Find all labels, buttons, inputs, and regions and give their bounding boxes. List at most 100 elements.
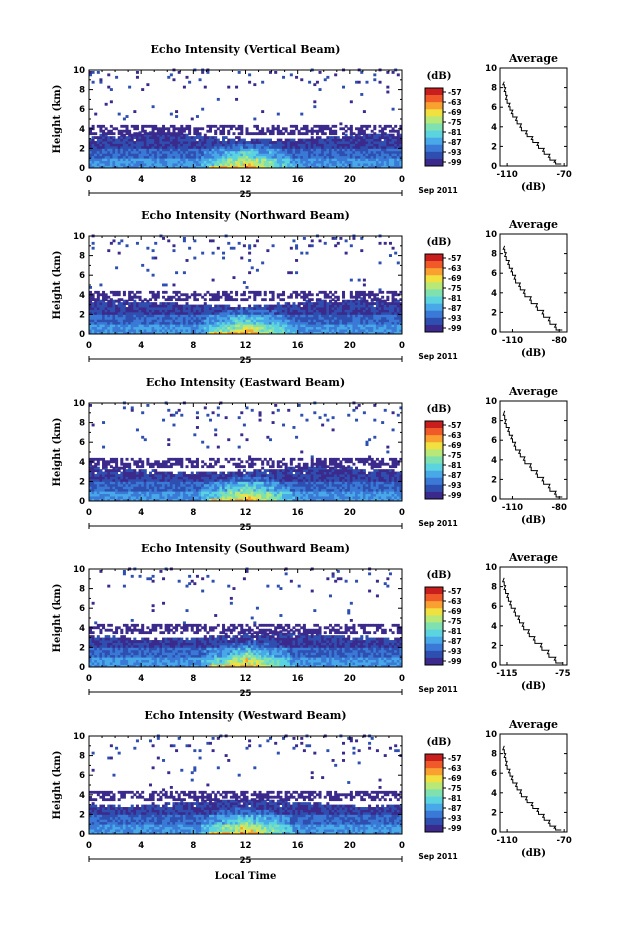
heatmap-cell (193, 307, 196, 310)
heatmap-cell (112, 151, 115, 154)
heatmap-cell (99, 472, 102, 475)
heatmap-cell (186, 136, 189, 139)
heatmap-cell (394, 153, 397, 156)
heatmap-cell (172, 132, 175, 135)
heatmap-cell (279, 132, 282, 135)
heatmap-cell (222, 132, 225, 135)
heatmap-cell (186, 127, 189, 130)
heatmap-cell (206, 491, 209, 494)
heatmap-cell (183, 86, 186, 89)
heatmap-cell (152, 146, 155, 149)
heatmap-cell (319, 127, 322, 130)
heatmap-cell (196, 148, 199, 151)
heatmap-cell (248, 329, 251, 332)
heatmap-cell (222, 329, 225, 332)
heatmap-cell (139, 465, 142, 468)
heatmap-cell (279, 153, 282, 156)
heatmap-cell (115, 474, 118, 477)
heatmap-cell (149, 161, 152, 164)
heatmap-cell (305, 312, 308, 315)
heatmap-cell (256, 141, 259, 144)
x-tick-label: 12 (240, 341, 252, 351)
heatmap-cell (188, 307, 191, 310)
heatmap-cell (342, 156, 345, 159)
heatmap-cell (290, 293, 293, 296)
heatmap-cell (172, 486, 175, 489)
heatmap-cell (141, 484, 144, 487)
heatmap-cell (149, 307, 152, 310)
heatmap-cell (248, 259, 251, 262)
heatmap-cell (180, 414, 183, 417)
heatmap-cell (305, 327, 308, 330)
profile-y-tick-label: 4 (491, 289, 497, 299)
heatmap-cell (259, 322, 262, 325)
heatmap-cell (352, 153, 355, 156)
heatmap-cell (376, 136, 379, 139)
heatmap-cell (102, 148, 105, 151)
heatmap-cell (282, 163, 285, 166)
heatmap-cell (175, 293, 178, 296)
heatmap-cell (381, 144, 384, 147)
colorbar-swatch (425, 254, 443, 261)
heatmap-cell (397, 307, 400, 310)
heatmap-cell (107, 484, 110, 487)
heatmap-cell (115, 324, 118, 327)
heatmap-cell (253, 317, 256, 320)
heatmap-cell (146, 125, 149, 128)
heatmap-cell (191, 494, 194, 497)
colorbar-swatch (425, 311, 443, 318)
heatmap-cell (274, 161, 277, 164)
heatmap-cell (329, 302, 332, 305)
heatmap-cell (162, 132, 165, 135)
heatmap-cell (141, 305, 144, 308)
heatmap-cell (144, 477, 147, 480)
heatmap-cell (334, 324, 337, 327)
heatmap-cell (212, 279, 215, 282)
heatmap-cell (139, 469, 142, 472)
heatmap-cell (136, 127, 139, 130)
heatmap-cell (222, 486, 225, 489)
heatmap-cell (324, 158, 327, 161)
heatmap-cell (152, 153, 155, 156)
heatmap-cell (316, 324, 319, 327)
heatmap-cell (290, 158, 293, 161)
heatmap-cell (261, 148, 264, 151)
heatmap-cell (110, 322, 113, 325)
heatmap-cell (110, 151, 113, 154)
heatmap-cell (292, 125, 295, 128)
heatmap-cell (170, 136, 173, 139)
heatmap-cell (126, 314, 129, 317)
heatmap-cell (332, 141, 335, 144)
heatmap-cell (230, 496, 233, 499)
heatmap-cell (266, 329, 269, 332)
heatmap-cell (92, 136, 95, 139)
heatmap-cell (199, 310, 202, 313)
heatmap-cell (389, 158, 392, 161)
heatmap-cell (394, 156, 397, 159)
heatmap-cell (246, 158, 249, 161)
panel-title: Echo Intensity (Eastward Beam) (146, 376, 345, 389)
heatmap-cell (141, 300, 144, 303)
heatmap-cell (321, 302, 324, 305)
heatmap-cell (253, 83, 256, 86)
heatmap-cell (285, 161, 288, 164)
heatmap-cell (373, 327, 376, 330)
heatmap-cell (274, 317, 277, 320)
heatmap-cell (332, 324, 335, 327)
heatmap-cell (358, 329, 361, 332)
heatmap-cell (227, 472, 230, 475)
heatmap-cell (214, 132, 217, 135)
heatmap-cell (287, 302, 290, 305)
heatmap-cell (204, 494, 207, 497)
heatmap-cell (287, 141, 290, 144)
heatmap-cell (285, 302, 288, 305)
heatmap-cell (248, 161, 251, 164)
heatmap-cell (373, 127, 376, 130)
heatmap-cell (261, 310, 264, 313)
heatmap-cell (97, 146, 100, 149)
heatmap-cell (376, 298, 379, 301)
heatmap-cell (339, 122, 342, 125)
heatmap-cell (105, 329, 108, 332)
heatmap-cell (235, 324, 238, 327)
heatmap-cell (146, 481, 149, 484)
